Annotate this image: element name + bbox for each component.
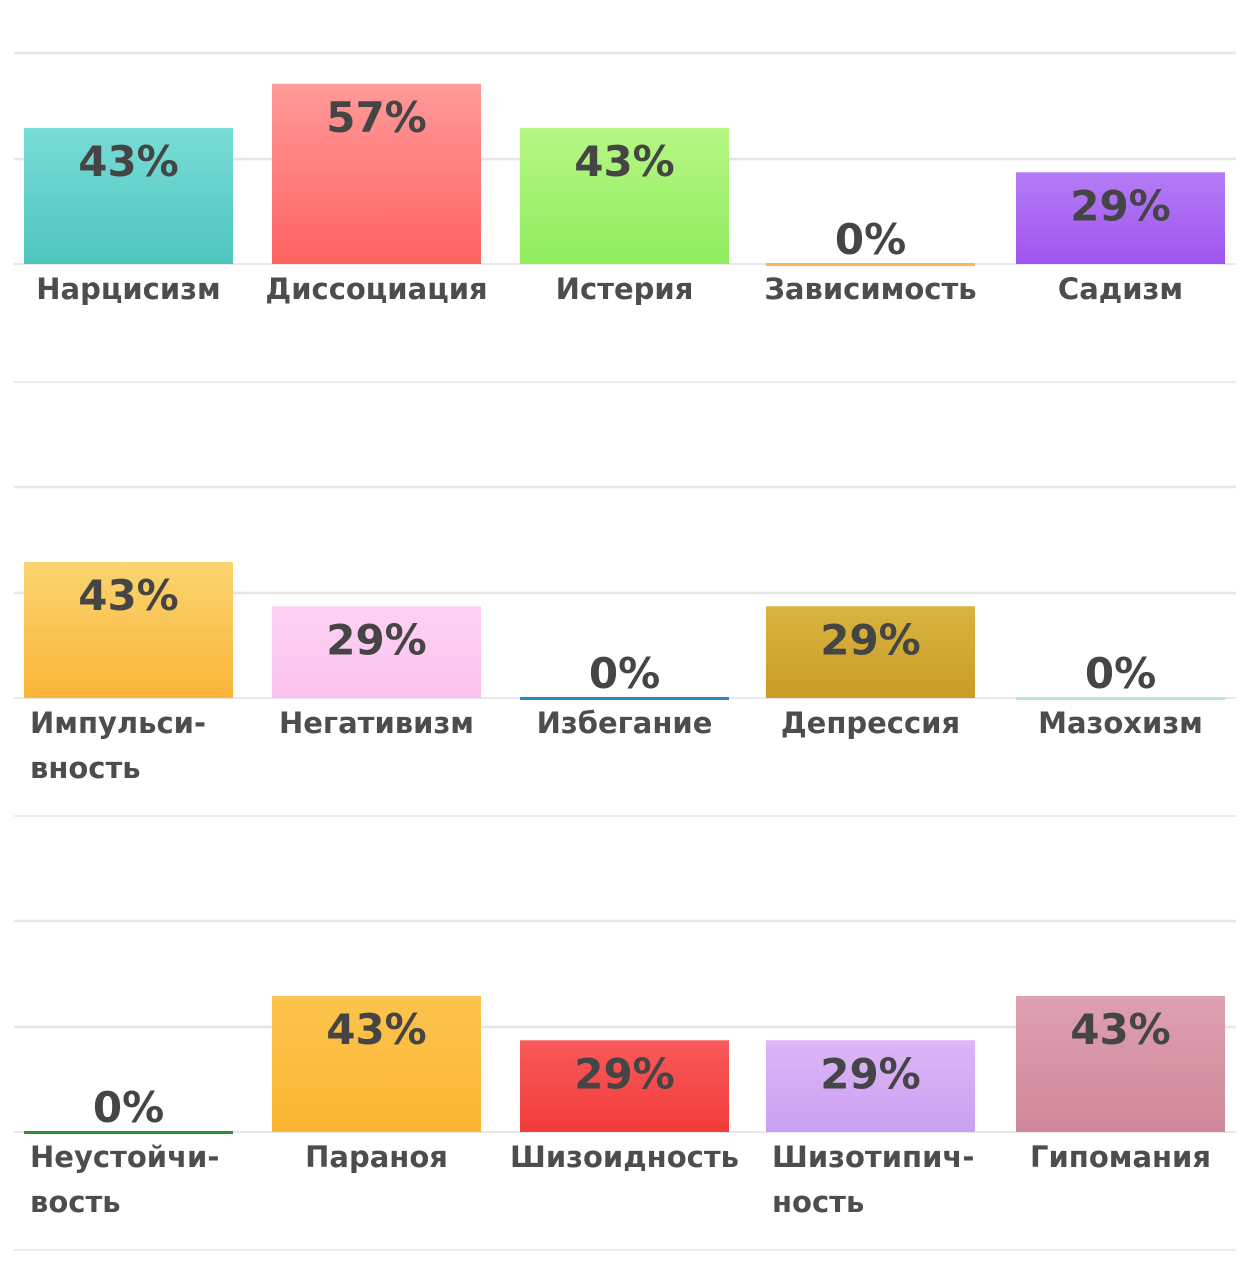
category-label: Параноя (305, 1140, 448, 1174)
value-label: 29% (574, 1049, 675, 1098)
value-label: 29% (326, 615, 427, 664)
value-label: 29% (820, 615, 921, 664)
category-label: Негативизм (279, 706, 474, 740)
bar-top-edge (1016, 996, 1225, 999)
value-label: 0% (589, 649, 660, 698)
value-label: 29% (820, 1049, 921, 1098)
chart-2: 43% Импульси-вность 29% Негативизм 0% Избеган… (14, 487, 1236, 816)
category-label: Шизотипич- (772, 1140, 974, 1174)
category-label: Нарцисизм (36, 272, 220, 306)
value-label: 43% (78, 137, 179, 186)
bar-top-edge (24, 562, 233, 565)
value-label: 0% (835, 215, 906, 264)
category-label: Садизм (1058, 272, 1183, 306)
category-label: вность (30, 751, 141, 785)
value-label: 0% (93, 1083, 164, 1132)
category-label: Импульси- (30, 706, 206, 740)
category-label: Шизоидность (510, 1140, 739, 1174)
category-label: Мазохизм (1038, 706, 1203, 740)
bar-top-edge (272, 606, 481, 609)
category-label: вость (30, 1185, 121, 1219)
chart-1: 43% Нарцисизм 57% Диссоциация 43% Истерия 0% За… (14, 53, 1236, 382)
bar-top-edge (520, 1040, 729, 1043)
value-label: 57% (326, 93, 427, 142)
category-label: Депрессия (781, 706, 960, 740)
value-label: 43% (1070, 1005, 1171, 1054)
chart-3: 0% Неустойчи-вость 43% Параноя 29% Шизоидност… (14, 921, 1236, 1250)
category-label: Неустойчи- (30, 1140, 219, 1174)
bar-top-edge (766, 606, 975, 609)
bar-top-edge (24, 128, 233, 131)
category-label: Зависимость (764, 272, 976, 306)
value-label: 43% (326, 1005, 427, 1054)
category-label: ность (772, 1185, 864, 1219)
value-label: 43% (78, 571, 179, 620)
value-label: 43% (574, 137, 675, 186)
category-label: Избегание (537, 706, 713, 740)
value-label: 29% (1070, 181, 1171, 230)
category-label: Истерия (556, 272, 694, 306)
category-label: Диссоциация (265, 272, 487, 306)
category-label: Гипомания (1030, 1140, 1211, 1174)
bar-top-edge (520, 128, 729, 131)
bar-top-edge (272, 996, 481, 999)
bar-top-edge (766, 1040, 975, 1043)
bar-top-edge (272, 84, 481, 87)
value-label: 0% (1085, 649, 1156, 698)
bar-top-edge (1016, 172, 1225, 175)
